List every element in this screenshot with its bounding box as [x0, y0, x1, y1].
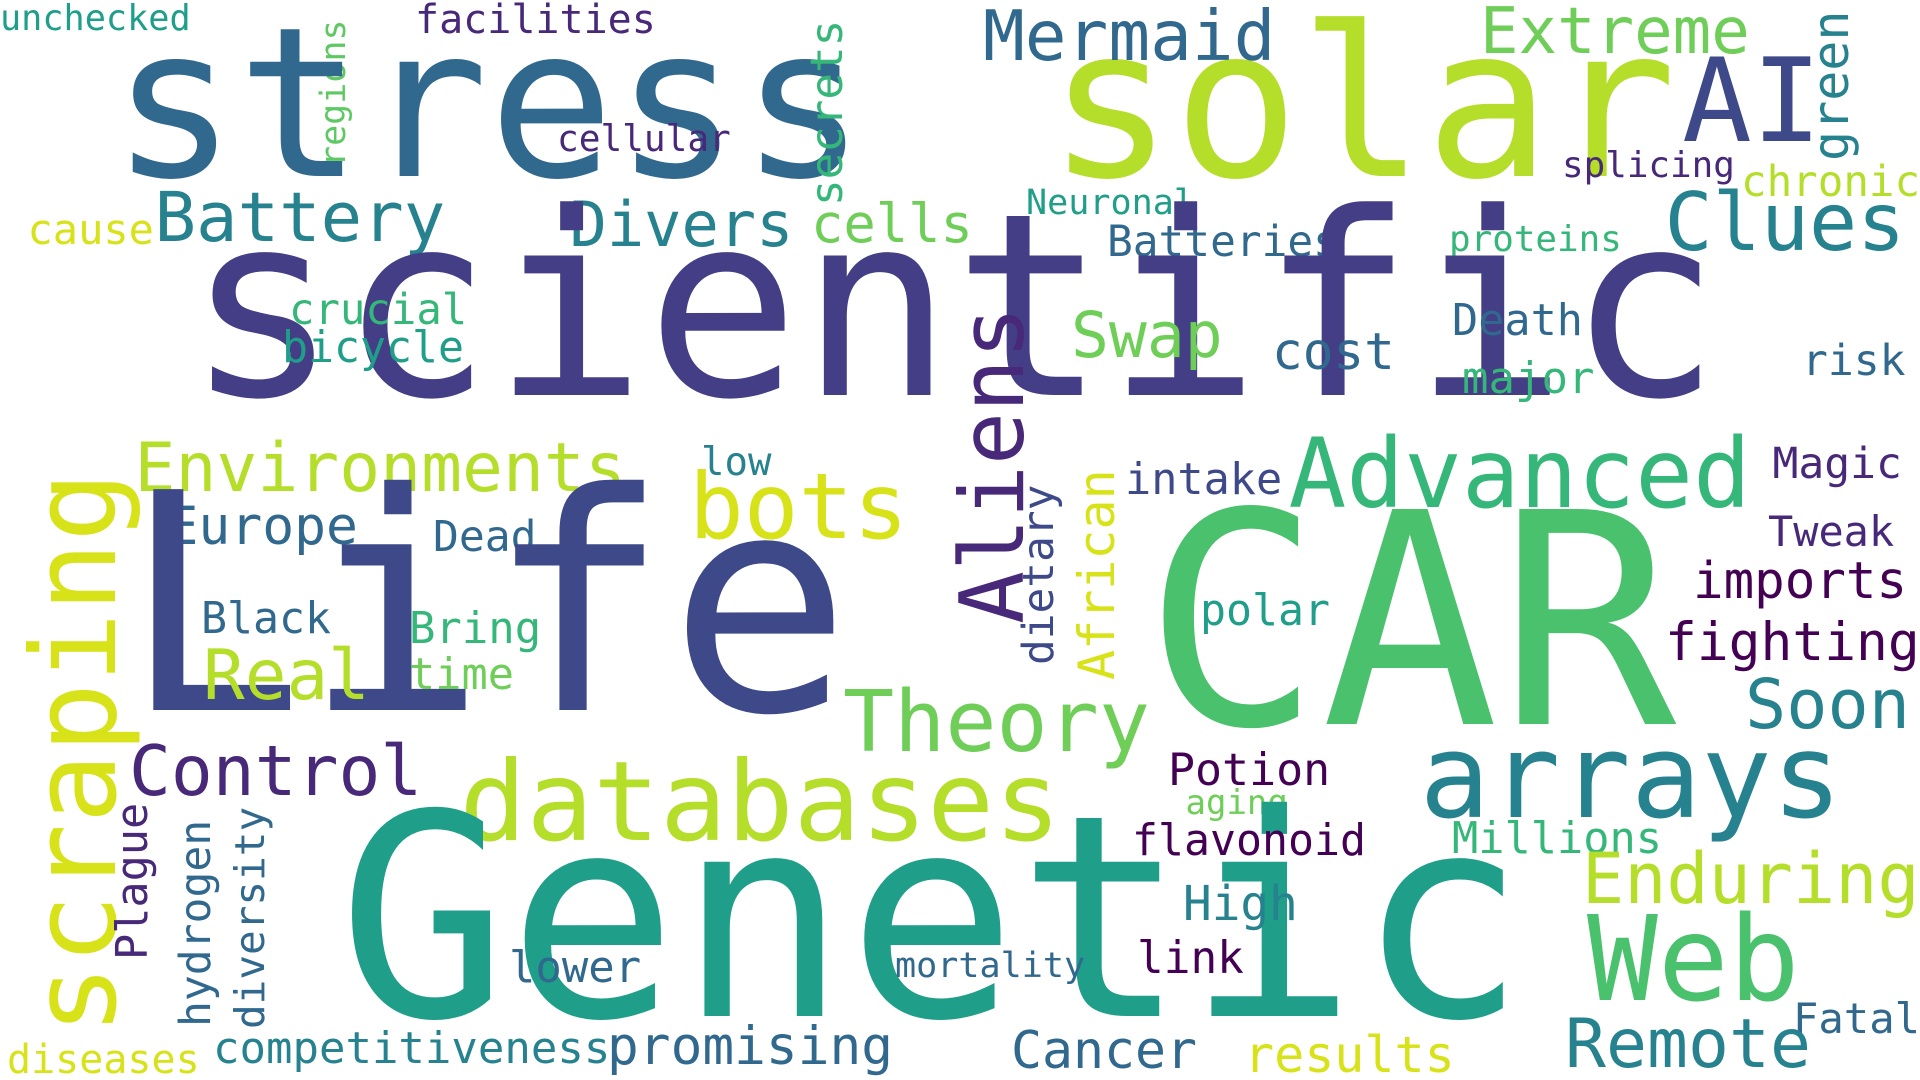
word-link: link [1137, 933, 1244, 984]
word-batteries: Batteries [1107, 217, 1339, 267]
word-neuronal: Neuronal [1026, 181, 1195, 223]
word-bring: Bring [409, 603, 542, 654]
word-web: Web [1587, 891, 1800, 1028]
word-remote: Remote [1565, 1005, 1811, 1080]
word-results: results [1244, 1026, 1455, 1080]
word-cellular: cellular [557, 118, 731, 160]
word-potion: Potion [1168, 743, 1331, 796]
word-flavonoid: flavonoid [1132, 816, 1367, 866]
word-unchecked: unchecked [0, 0, 191, 39]
word-fatal: Fatal [1793, 993, 1920, 1043]
word-bots: bots [689, 455, 909, 560]
word-lower: lower [509, 942, 642, 993]
word-competitiveness: competitiveness [213, 1023, 611, 1074]
word-cost: cost [1272, 323, 1395, 382]
word-major: major [1462, 353, 1595, 404]
word-europe: Europe [166, 496, 358, 557]
word-risk: risk [1802, 336, 1906, 386]
word-stress: stress [111, 0, 866, 226]
word-life: Life [121, 430, 852, 782]
word-mortality: mortality [895, 944, 1086, 986]
word-theory: Theory [843, 673, 1151, 772]
word-divers: Divers [569, 188, 794, 261]
word-magic: Magic [1772, 439, 1902, 489]
word-diseases: diseases [7, 1037, 200, 1080]
word-advanced: Advanced [1288, 418, 1751, 530]
word-dietary: dietary [1013, 484, 1064, 665]
word-facilities: facilities [415, 0, 656, 43]
word-clues: Clues [1664, 176, 1906, 269]
word-control: Control [129, 730, 423, 812]
word-battery: Battery [154, 178, 446, 258]
word-cancer: Cancer [1011, 1020, 1198, 1080]
word-high: High [1183, 877, 1298, 932]
word-real: Real [203, 635, 370, 716]
word-genetic: Genetic [338, 754, 1527, 1080]
word-databases: databases [459, 738, 1061, 867]
word-environments: Environments [134, 429, 626, 508]
word-ai: AI [1682, 34, 1822, 169]
word-black: Black [201, 593, 332, 644]
word-intake: intake [1125, 454, 1283, 505]
word-aging: aging [1185, 783, 1288, 823]
word-soon: Soon [1745, 665, 1910, 745]
word-car: CAR [1143, 450, 1677, 794]
word-plague: Plague [108, 802, 158, 960]
word-splicing: splicing [1562, 144, 1735, 186]
word-bicycle: bicycle [282, 323, 465, 373]
word-tweak: Tweak [1768, 507, 1895, 556]
word-promising: promising [607, 1015, 894, 1077]
word-death: Death [1452, 296, 1583, 346]
word-cells: cells [811, 191, 973, 255]
word-enduring: Enduring [1582, 838, 1920, 920]
word-chronic: chronic [1741, 157, 1920, 207]
word-proteins: proteins [1449, 218, 1622, 260]
word-hydrogen: hydrogen [171, 819, 221, 1027]
word-fighting: fighting [1665, 612, 1920, 673]
word-low: low [701, 440, 772, 485]
word-polar: polar [1200, 585, 1331, 636]
word-imports: imports [1693, 551, 1908, 610]
word-mermaid: Mermaid [983, 0, 1276, 77]
word-diversity: diversity [226, 806, 274, 1029]
word-cause: cause [27, 205, 154, 254]
word-swap: Swap [1071, 299, 1223, 372]
word-scientific: scientific [185, 159, 1721, 456]
word-crucial: crucial [289, 284, 468, 334]
word-dead: Dead [433, 512, 537, 562]
word-african: African [1068, 468, 1126, 680]
word-extreme: Extreme [1480, 0, 1750, 69]
word-millions: Millions [1452, 814, 1662, 864]
word-arrays: arrays [1419, 708, 1843, 845]
word-solar: solar [1047, 0, 1677, 226]
word-time: time [409, 650, 514, 700]
